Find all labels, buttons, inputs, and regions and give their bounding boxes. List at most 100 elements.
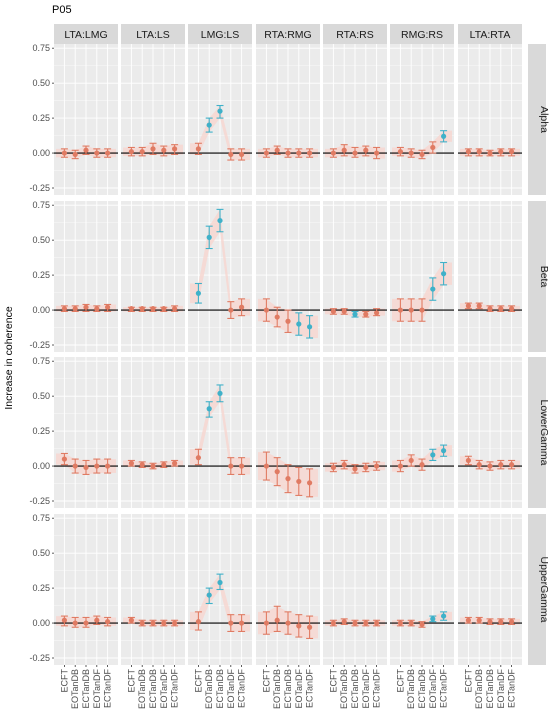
data-point-eotandf [161, 620, 167, 626]
data-point-ectandb [352, 150, 358, 156]
data-point-ectandb [419, 307, 425, 313]
data-point-ectandf [105, 619, 111, 625]
column-strip [188, 24, 252, 44]
data-point-ecft [61, 617, 67, 623]
y-tick-label: 0.25 [32, 113, 50, 123]
data-point-ecft [330, 620, 336, 626]
data-point-eotandf [228, 463, 234, 469]
data-point-ectandb [487, 150, 493, 156]
x-tick-label-ectandf: ECTanDF [372, 669, 382, 709]
data-point-eotandb [139, 306, 145, 312]
data-point-eotandb [139, 149, 145, 155]
facet-grid: LTA:LMG LTA:LS LMG:LS RTA:RMG RTA:RS RMG:RS LT… [29, 24, 550, 709]
x-tick-label-eotandb: EOTanDB [339, 669, 349, 709]
y-tick-label: 0.75 [32, 513, 50, 523]
data-point-ectandb [285, 318, 291, 324]
data-point-ectandf [239, 620, 245, 626]
data-point-ecft [195, 290, 201, 296]
x-tick-label-ecft: ECFT [59, 669, 69, 693]
panel-beta-lmg-ls [188, 201, 252, 352]
data-point-ectandb [83, 304, 89, 310]
data-point-eotandf [296, 150, 302, 156]
x-tick-label-ectandf: ECTanDF [170, 669, 180, 709]
row-strip-label-lowergamma: LowerGamma [538, 400, 550, 466]
data-point-ectandb [352, 311, 358, 317]
data-point-eotandb [206, 234, 212, 240]
data-point-ectandb [83, 620, 89, 626]
column-strip [54, 24, 118, 44]
data-point-eotandb [341, 308, 347, 315]
data-point-ectandf [374, 310, 380, 316]
data-point-ecft [195, 455, 201, 461]
data-point-ectandb [217, 108, 223, 114]
data-point-ectandb [217, 217, 223, 224]
data-point-eotandb [72, 463, 78, 469]
x-tick-label-ecft: ECFT [328, 669, 338, 693]
confidence-band [392, 130, 452, 159]
x-tick-label-eotandf: EOTanDF [226, 669, 236, 709]
x-tick-label-ectandb: ECTanDB [148, 669, 158, 709]
panel-lowergamma-rmg-rs [390, 357, 454, 508]
x-tick-label-ectandb: ECTanDB [485, 669, 495, 709]
data-point-ecft [465, 149, 471, 155]
panel-alpha-lta-ls [121, 44, 185, 195]
data-point-ecft [465, 617, 471, 623]
data-point-eotandf [161, 462, 167, 468]
x-tick-label-eotandb: EOTanDB [474, 669, 484, 709]
panel-uppergamma-rmg-rs [390, 514, 454, 665]
panel-beta-lta-rta [458, 201, 522, 352]
y-tick-label: 0.00 [32, 461, 50, 471]
panel-beta-rta-rs [323, 201, 387, 352]
panel-uppergamma-lmg-ls [188, 514, 252, 665]
x-tick-label-ectandb: ECTanDB [283, 669, 293, 709]
data-point-ecft [61, 150, 67, 156]
column-strip-label-rta-rs: RTA:RS [336, 29, 374, 41]
data-point-ectandf [307, 480, 313, 486]
data-point-eotandf [94, 150, 100, 156]
data-point-ectandb [487, 306, 493, 312]
panel-alpha-rta-rmg [256, 44, 320, 195]
panel-lowergamma-lta-lmg [54, 357, 118, 508]
data-point-ectandb [83, 147, 89, 153]
data-point-ecft [330, 464, 336, 471]
data-point-eotandb [476, 462, 482, 468]
data-point-ecft [330, 308, 336, 315]
data-point-ectandb [487, 619, 493, 625]
data-point-eotandb [476, 149, 482, 155]
y-tick-label: 0.75 [32, 43, 50, 53]
x-tick-label-ectandb: ECTanDB [417, 669, 427, 709]
confidence-band [190, 574, 250, 632]
x-tick-label-eotandf: EOTanDF [92, 669, 102, 709]
data-point-eotandf [94, 306, 100, 312]
y-tick-label: 0.50 [32, 78, 50, 88]
x-tick-label-eotandb: EOTanDB [272, 669, 282, 709]
row-strip-label-beta: Beta [538, 266, 550, 288]
data-point-eotandf [430, 286, 436, 292]
x-tick-label-ectandf: ECTanDF [237, 669, 247, 709]
panel-uppergamma-rta-rs [323, 514, 387, 665]
data-point-ectandb [150, 463, 156, 469]
data-point-ectandf [441, 133, 447, 139]
x-tick-label-eotandf: EOTanDF [159, 669, 169, 709]
x-tick-label-eotandf: EOTanDF [361, 669, 371, 709]
data-point-eotandf [430, 144, 436, 151]
data-point-ectandb [217, 579, 223, 586]
x-tick-label-ectandf: ECTanDF [439, 669, 449, 709]
x-tick-label-ecft: ECFT [126, 669, 136, 693]
panel-beta-rta-rmg [256, 201, 320, 352]
data-point-ecft [128, 460, 134, 466]
row-strip [528, 514, 546, 665]
x-tick-label-eotandf: EOTanDF [294, 669, 304, 709]
data-point-ectandb [83, 464, 89, 471]
panel-beta-lta-ls [121, 201, 185, 352]
data-point-eotandb [341, 147, 347, 153]
data-point-eotandb [72, 620, 78, 626]
data-point-ecft [128, 149, 134, 155]
x-tick-label-ectandb: ECTanDB [215, 669, 225, 709]
panel-alpha-lmg-ls [188, 44, 252, 195]
data-point-eotandf [161, 147, 167, 153]
data-point-eotandf [94, 463, 100, 469]
data-point-ectandf [105, 463, 111, 469]
data-point-ecft [61, 306, 67, 312]
